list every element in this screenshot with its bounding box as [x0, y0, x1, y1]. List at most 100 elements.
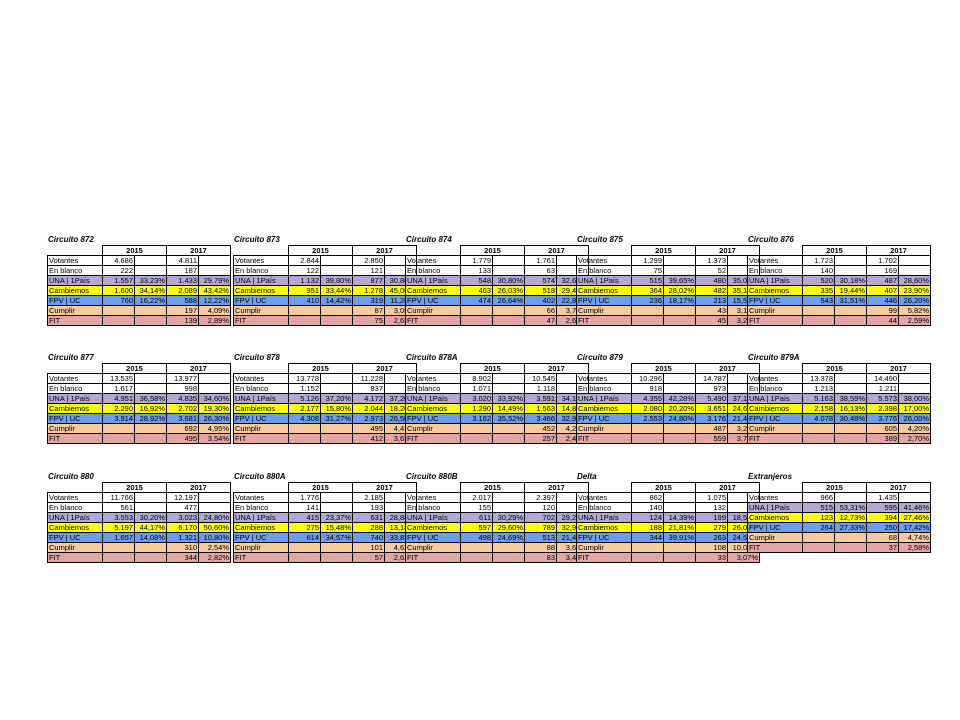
percent-2015-cell: 26,03%	[492, 285, 525, 296]
percent-2017-cell	[198, 255, 231, 266]
percent-2017-cell	[898, 492, 931, 503]
percent-2015-cell: 16,13%	[834, 403, 867, 414]
row-label: En blanco	[405, 502, 461, 513]
votes-2017-cell: 120	[524, 502, 557, 513]
table-row: En blanco 1.213 1.211	[747, 383, 931, 394]
votes-2015-cell: 141	[288, 502, 321, 513]
votes-2017-cell: 631	[352, 512, 385, 523]
table-row: Cambiemos 951 33,44% 1.278 45,00%	[233, 285, 417, 296]
votes-2017-cell: 66	[524, 305, 557, 316]
row-label: Cumplir	[576, 305, 632, 316]
percent-2015-cell	[663, 552, 696, 563]
votes-2015-cell: 614	[288, 532, 321, 543]
row-label: Votantes	[233, 373, 289, 384]
table-row: UNA | 1País 611 30,29% 702 29,29%	[405, 512, 589, 523]
votes-2015-cell: 1.152	[288, 383, 321, 394]
percent-2017-cell: 2,89%	[198, 315, 231, 326]
row-label: En blanco	[747, 265, 803, 276]
percent-2017-cell	[898, 255, 931, 266]
table-row: FIT472,67%	[405, 315, 589, 326]
year-2017-header: 2017	[866, 363, 931, 374]
votes-2015-cell: 515	[802, 502, 835, 513]
votes-2017-cell: 1.373	[695, 255, 728, 266]
percent-2017-cell	[198, 265, 231, 276]
table-row: FIT 37 2,58%	[747, 542, 931, 553]
votes-2015-cell: 5.197	[102, 522, 135, 533]
circuit-title: Circuito 878A	[406, 353, 458, 362]
percent-2015-cell: 15,48%	[320, 522, 353, 533]
table-row: Votantes 966 1.435	[747, 492, 931, 503]
votes-2015-cell: 4.078	[802, 413, 835, 424]
votes-2017-cell: 789	[524, 522, 557, 533]
votes-2015-cell: 335	[802, 285, 835, 296]
votes-2015-cell: 862	[631, 492, 664, 503]
percent-2017-cell	[898, 265, 931, 276]
percent-2017-cell	[198, 492, 231, 503]
percent-2017-cell: 3,54%	[198, 433, 231, 444]
percent-2015-cell	[134, 383, 167, 394]
percent-2015-cell: 30,29%	[492, 512, 525, 523]
percent-2015-cell: 26,64%	[492, 295, 525, 306]
votes-2015-cell: 597	[460, 522, 493, 533]
row-label: Cambiemos	[233, 285, 289, 296]
votes-2015-cell: 474	[460, 295, 493, 306]
percent-2017-cell: 5,82%	[898, 305, 931, 316]
year-2017-header: 2017	[166, 482, 231, 493]
percent-2015-cell	[492, 542, 525, 553]
circuit-block: Circuito 878A 2015 2017 Votantes 8.902 10.545…	[405, 352, 589, 444]
percent-2015-cell	[320, 255, 353, 266]
votes-2017-cell: 63	[524, 265, 557, 276]
circuit-block: Circuito 879 2015 2017 Votantes 10.296 14.787…	[576, 352, 760, 444]
votes-2017-cell: 68	[866, 532, 899, 543]
table-row: FIT833,46%	[405, 552, 589, 563]
votes-2015-cell: 463	[460, 285, 493, 296]
votes-2015-cell: 1.657	[102, 532, 135, 543]
circuit-title: Circuito 876	[748, 235, 794, 244]
votes-2017-cell: 452	[524, 423, 557, 434]
year-header-row: 2015 2017	[576, 245, 760, 256]
circuit-title: Circuito 872	[48, 235, 94, 244]
year-2015-header: 2015	[288, 245, 353, 256]
row-label: UNA | 1País	[405, 393, 461, 404]
percent-2015-cell: 30,18%	[834, 275, 867, 286]
header-blank-cell	[233, 245, 289, 256]
table-row: Votantes 13.778 11.228	[233, 373, 417, 384]
results-table: 2015 2017 Votantes 966 1.435 UNA | 1País 515 53…	[747, 482, 931, 553]
table-row: Votantes 1.779 1.761	[405, 255, 589, 266]
votes-2017-cell: 257	[524, 433, 557, 444]
votes-2015-cell: 4.308	[288, 413, 321, 424]
row-label: Cambiemos	[47, 285, 103, 296]
row-label: En blanco	[233, 502, 289, 513]
votes-2017-cell: 1.075	[695, 492, 728, 503]
votes-2017-cell: 83	[524, 552, 557, 563]
results-table: 2015 2017 Votantes 13.778 11.228 En blanco 1.1…	[233, 363, 417, 444]
table-row: En blanco 133 63	[405, 265, 589, 276]
votes-2015-cell: 10.296	[631, 373, 664, 384]
row-label: En blanco	[233, 265, 289, 276]
votes-2017-cell: 3.591	[524, 393, 557, 404]
table-row: Cumplir 692 4,95%	[47, 423, 231, 434]
table-row: En blanco 155 120	[405, 502, 589, 513]
row-label: En blanco	[747, 383, 803, 394]
votes-2017-cell: 87	[352, 305, 385, 316]
percent-2015-cell	[492, 423, 525, 434]
votes-2017-cell: 12.197	[166, 492, 199, 503]
votes-2015-cell: 2.844	[288, 255, 321, 266]
votes-2017-cell: 595	[866, 502, 899, 513]
table-row: UNA | 1País 5.126 37,20% 4.172 37,20%	[233, 393, 417, 404]
percent-2015-cell	[134, 373, 167, 384]
row-label: Votantes	[576, 373, 632, 384]
year-header-row: 2015 2017	[47, 245, 231, 256]
votes-2017-cell: 169	[866, 265, 899, 276]
votes-2017-cell: 2.973	[352, 413, 385, 424]
table-row: En blanco 75 52	[576, 265, 760, 276]
percent-2017-cell: 4,95%	[198, 423, 231, 434]
table-row: Cumplir 68 4,74%	[747, 532, 931, 543]
percent-2017-cell	[198, 383, 231, 394]
row-label: FIT	[747, 542, 803, 553]
year-2015-header: 2015	[288, 482, 353, 493]
year-2015-header: 2015	[460, 363, 525, 374]
year-header-row: 2015 2017	[405, 482, 589, 493]
percent-2015-cell	[134, 542, 167, 553]
table-row: Cumplir 310 2,54%	[47, 542, 231, 553]
